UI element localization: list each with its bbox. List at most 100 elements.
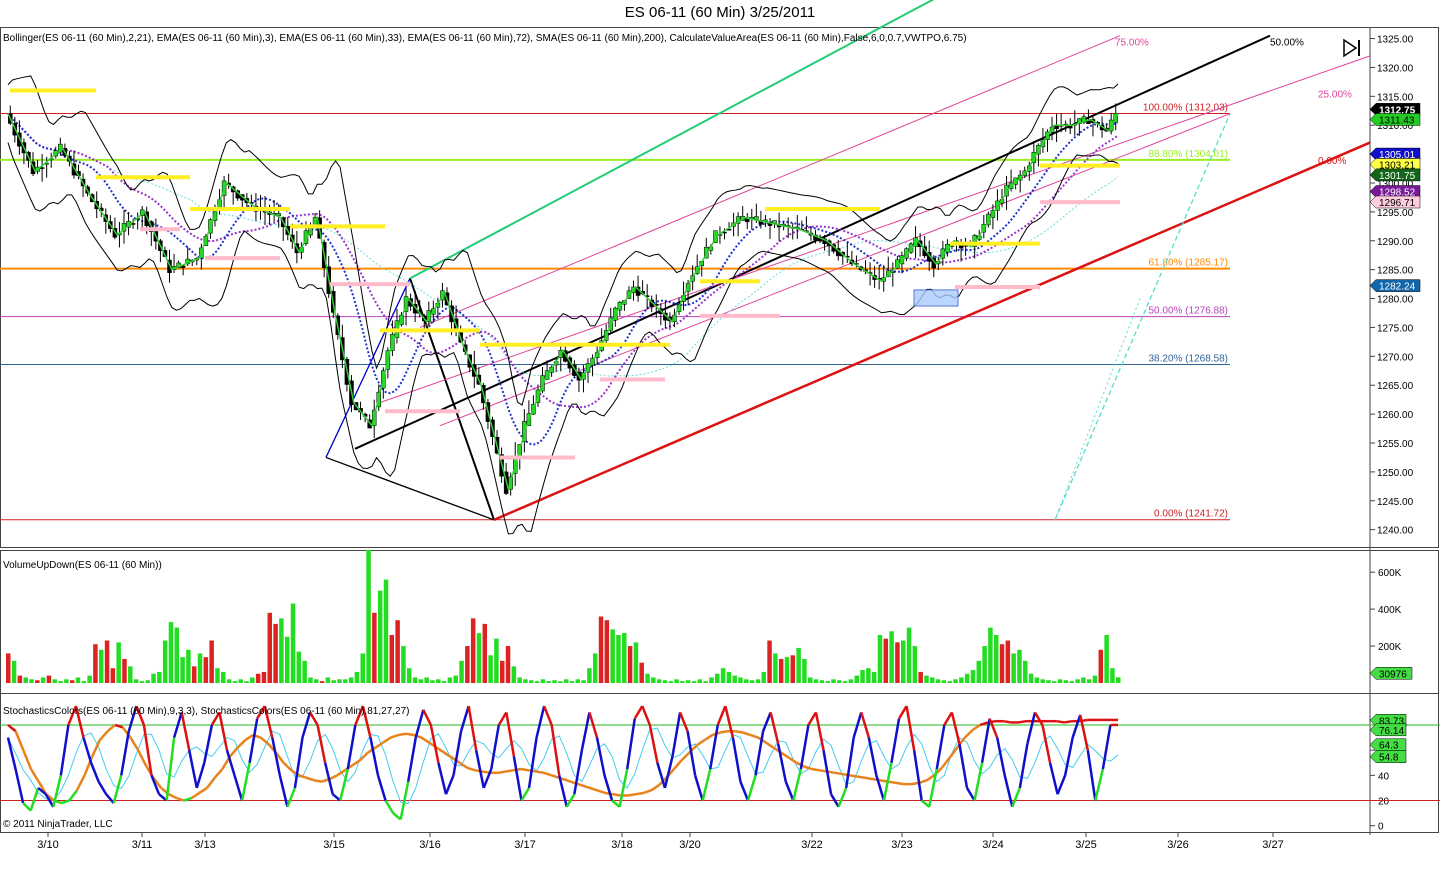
stoch-slow-segment [282, 761, 293, 772]
stoch-fast-segment [822, 749, 833, 795]
volume-bar [482, 623, 488, 683]
stoch-fast-segment [278, 775, 289, 808]
volume-bar [680, 681, 685, 683]
play-end-icon[interactable] [1341, 37, 1363, 59]
stoch-fast-segment [414, 709, 425, 738]
volume-bar [133, 679, 139, 683]
stoch-fast-segment [369, 737, 380, 776]
stoch-slow-segment [940, 756, 951, 769]
volume-bar [1017, 649, 1022, 683]
stoch-fast-segment [376, 774, 387, 801]
stoch-slow-segment [788, 756, 798, 764]
stoch-fast-segment [542, 705, 553, 726]
stoch-slow-segment [795, 761, 805, 768]
volume-bar [895, 642, 900, 683]
volume-bar [662, 680, 668, 683]
stoch-fast-segment [82, 737, 93, 764]
volume-bar [871, 671, 877, 683]
stoch-fast-segment [210, 711, 221, 726]
stoch-slow-segment [627, 792, 636, 797]
stoch-fast-segment [187, 749, 199, 789]
volume-bar [325, 677, 331, 683]
stoch-badge: 64.3 [1369, 738, 1407, 752]
stoch-fast-segment [437, 762, 448, 795]
stoch-slow-segment [236, 739, 247, 749]
stoch-slow-segment [849, 774, 858, 778]
volume-bar [860, 670, 865, 683]
volume-bar [377, 590, 383, 683]
volume-bar [331, 680, 336, 683]
stoch-badge-text: 54.8 [1379, 753, 1399, 764]
stoch-slow-segment [589, 786, 598, 792]
price-badge-text: 1301.75 [1379, 171, 1416, 182]
volume-bar [639, 662, 644, 683]
volume-bar [116, 642, 121, 683]
volume-bar [604, 620, 610, 683]
volume-bar [1110, 668, 1115, 683]
stoch-slow-segment [1064, 719, 1073, 724]
candle-body [572, 364, 577, 376]
stoch-slow-segment [274, 751, 285, 764]
x-axis-label: 3/17 [514, 839, 535, 851]
volume-bar [993, 634, 999, 683]
stoch-fast-segment [1011, 787, 1021, 808]
stoch-slow-segment [673, 759, 683, 770]
stoch-fast-segment [746, 774, 757, 801]
stoch-axis-label: 40 [1378, 771, 1390, 782]
stoch-slow-segment [650, 784, 660, 792]
stoch-fast-segment [225, 749, 236, 776]
stoch-fast-segment [459, 705, 470, 732]
volume-bar [267, 612, 273, 683]
stoch-slow-segment [443, 751, 453, 759]
candle-body [144, 211, 149, 227]
stoch-fast-segment [988, 718, 999, 739]
volume-bar [720, 668, 726, 683]
candle-body [567, 357, 573, 369]
stoch-slow-segment [635, 791, 644, 796]
price-axis-label: 1240.00 [1377, 526, 1414, 537]
candle-body [704, 246, 709, 259]
volume-bar [11, 660, 17, 683]
volume-bar [941, 680, 947, 683]
price-badge-bg [1369, 185, 1421, 198]
stoch-fast-segment [59, 724, 70, 776]
price-axis-label: 1255.00 [1377, 439, 1414, 450]
stoch-fast-segment [316, 724, 327, 763]
volume-bar [935, 679, 941, 683]
volume-bar [988, 627, 993, 683]
volume-bar [436, 679, 441, 683]
volume-bar [744, 679, 749, 683]
stoch-fast-segment [97, 780, 108, 795]
stoch-fast-segment [852, 712, 863, 738]
volume-bar [854, 675, 859, 683]
stoch-fast-segment [474, 749, 485, 789]
stoch-slow-segment [857, 775, 866, 780]
stoch-fast-segment [392, 812, 402, 821]
sma-200-line [7, 113, 1119, 377]
volume-axis-label: 200K [1378, 642, 1402, 653]
fan-line-0 [493, 141, 1371, 521]
stoch-fast-segment [444, 774, 455, 795]
stoch-fast-segment [158, 793, 168, 802]
stoch-slow-segment [106, 723, 116, 733]
price-badge-bg [1369, 195, 1421, 209]
stoch-slow-segment [925, 774, 935, 782]
volume-bar [761, 671, 766, 683]
stoch-slow-segment [398, 732, 407, 737]
stoch-slow-segment [405, 732, 414, 737]
stoch-badge-bg [1369, 738, 1407, 751]
x-axis-label: 3/20 [679, 839, 700, 851]
stoch-slow-segment [191, 791, 201, 800]
stoch-slow-segment [888, 780, 897, 785]
stoch-slow-segment [206, 777, 216, 789]
stoch-slow-segment [68, 789, 78, 802]
stoch-fast-segment [399, 781, 410, 820]
stoch-fast-segment [995, 737, 1006, 776]
volume-bar [290, 603, 296, 683]
stoch-fast-segment [1063, 737, 1074, 776]
stoch-fast-segment [739, 781, 750, 801]
price-axis-label: 1325.00 [1377, 35, 1414, 46]
volume-bar [35, 680, 40, 683]
volume-bar [778, 658, 784, 683]
